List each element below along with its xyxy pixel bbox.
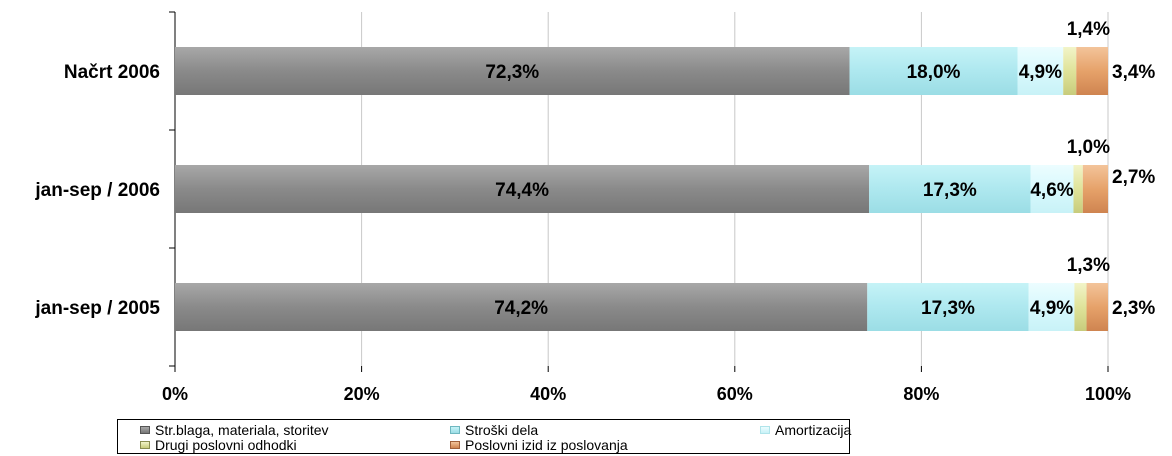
data-label: 1,3% — [1067, 255, 1110, 276]
legend-label: Poslovni izid iz poslovanja — [465, 437, 628, 453]
data-label: 74,2% — [494, 298, 548, 319]
bar-segment — [1030, 165, 1074, 213]
bar-segment — [1063, 47, 1077, 95]
legend-swatch — [140, 426, 150, 434]
x-tick-label: 100% — [1085, 384, 1131, 404]
bar-segment — [869, 165, 1031, 213]
bar-segment — [175, 165, 870, 213]
legend-swatch — [450, 426, 460, 434]
legend-item: Amortizacija — [760, 422, 852, 438]
bar-segment — [867, 283, 1029, 331]
data-label: 72,3% — [485, 62, 539, 83]
data-label: 1,0% — [1067, 137, 1110, 158]
legend-label: Stroški dela — [465, 422, 539, 438]
bar-segment — [1017, 47, 1064, 95]
bar-segment — [1076, 47, 1108, 95]
legend-label: Str.blaga, materiala, storitev — [155, 422, 329, 438]
bar-segment — [175, 283, 868, 331]
data-label: 17,3% — [921, 298, 975, 319]
x-tick-label: 40% — [530, 384, 566, 404]
category-label: jan-sep / 2005 — [34, 298, 160, 319]
x-tick-label: 20% — [344, 384, 380, 404]
chart-plot: 0% 20% 40% 60% 80% 100% Načrt 2006 72,3% 18,0% 4… — [34, 11, 1155, 404]
bar-segment — [1082, 165, 1108, 213]
data-label: 2,7% — [1112, 167, 1155, 188]
bar-segment — [1028, 283, 1075, 331]
data-label: 18,0% — [907, 62, 961, 83]
data-label: 2,3% — [1112, 298, 1155, 319]
bar-segment — [1086, 283, 1108, 331]
legend-swatch — [760, 426, 770, 434]
category-label: jan-sep / 2006 — [34, 180, 160, 201]
legend-swatch — [140, 441, 150, 449]
x-tick-label: 0% — [162, 384, 188, 404]
legend-label: Drugi poslovni odhodki — [155, 437, 297, 453]
legend-item: Drugi poslovni odhodki — [140, 437, 297, 453]
data-label: 1,4% — [1067, 19, 1110, 40]
legend-swatch — [450, 441, 460, 449]
bar-segment — [1074, 283, 1087, 331]
data-label: 4,6% — [1030, 180, 1073, 201]
data-label: 3,4% — [1112, 62, 1155, 83]
legend-label: Amortizacija — [775, 422, 852, 438]
legend-item: Stroški dela — [450, 422, 539, 438]
x-tick-label: 80% — [903, 384, 939, 404]
data-label: 17,3% — [923, 180, 977, 201]
data-label: 74,4% — [495, 180, 549, 201]
x-tick-label: 60% — [717, 384, 753, 404]
bar-segment — [849, 47, 1018, 95]
category-label: Načrt 2006 — [64, 62, 160, 83]
legend-item: Poslovni izid iz poslovanja — [450, 437, 628, 453]
bar-segment — [175, 47, 850, 95]
legend-item: Str.blaga, materiala, storitev — [140, 422, 329, 438]
bar-segment — [1073, 165, 1083, 213]
data-label: 4,9% — [1030, 298, 1073, 319]
data-label: 4,9% — [1019, 62, 1062, 83]
chart-legend: Str.blaga, materiala, storitev Stroški d… — [117, 419, 852, 454]
